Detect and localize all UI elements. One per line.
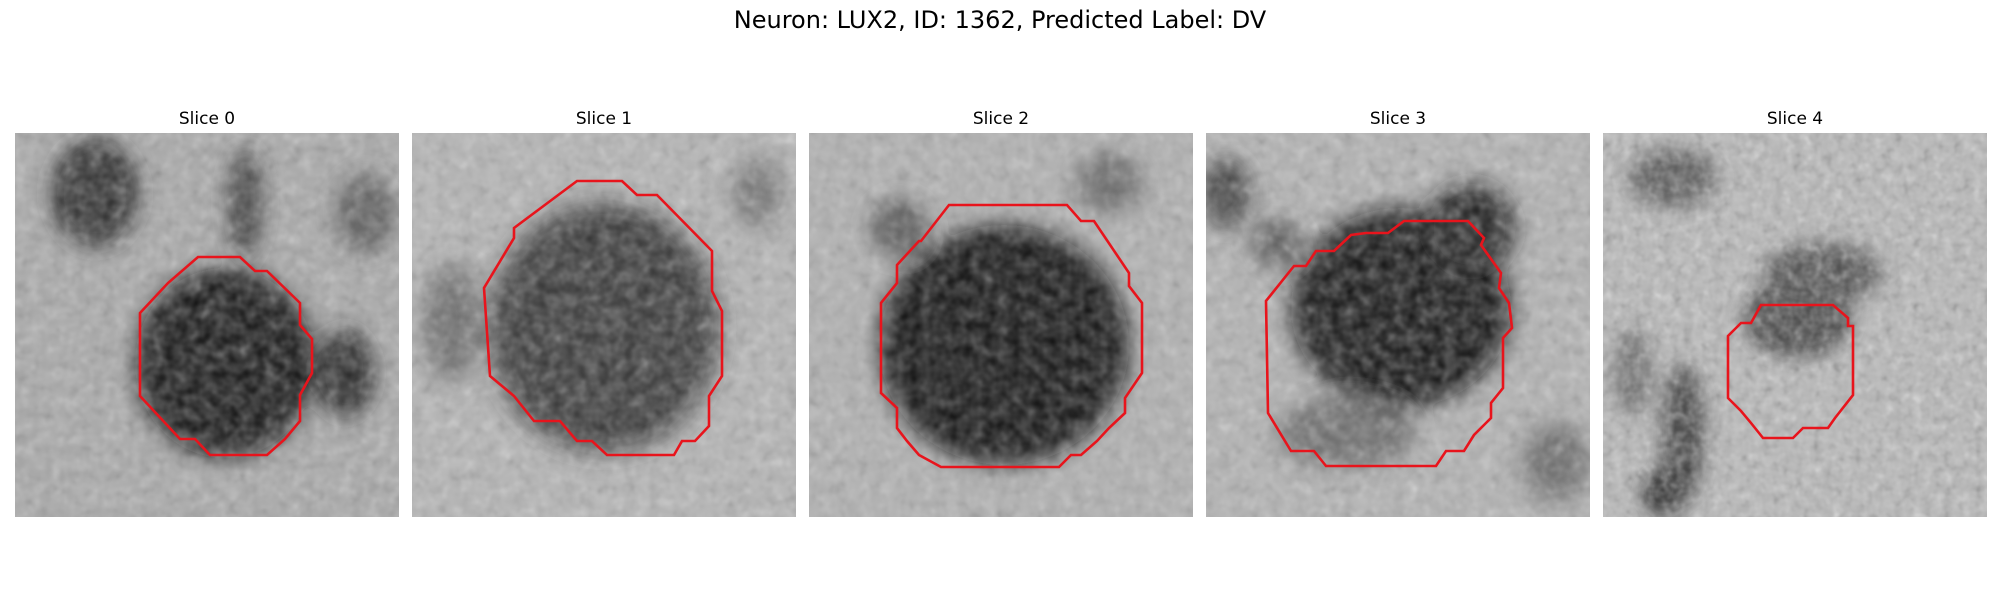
roi-contour	[1726, 303, 1855, 440]
slice-image-1	[412, 133, 796, 517]
roi-contour	[482, 179, 724, 457]
roi-contour	[879, 203, 1144, 469]
slice-panel-3: Slice 3	[1206, 107, 1590, 517]
slice-title-4: Slice 4	[1766, 109, 1824, 129]
slice-title-3: Slice 3	[1369, 109, 1427, 129]
slice-panel-0: Slice 0	[15, 107, 399, 517]
slice-title-0: Slice 0	[178, 109, 236, 129]
roi-contour	[138, 255, 314, 457]
slice-image-4	[1603, 133, 1987, 517]
figure-title: Neuron: LUX2, ID: 1362, Predicted Label:…	[733, 6, 1267, 34]
roi-contour	[1264, 219, 1514, 468]
slice-image-3	[1206, 133, 1590, 517]
slice-panel-4: Slice 4	[1603, 107, 1987, 517]
slice-panel-1: Slice 1	[412, 107, 796, 517]
slice-image-0	[15, 133, 399, 517]
slice-image-2	[809, 133, 1193, 517]
slice-title-2: Slice 2	[972, 109, 1030, 129]
slice-title-1: Slice 1	[575, 109, 633, 129]
slice-panel-2: Slice 2	[809, 107, 1193, 517]
